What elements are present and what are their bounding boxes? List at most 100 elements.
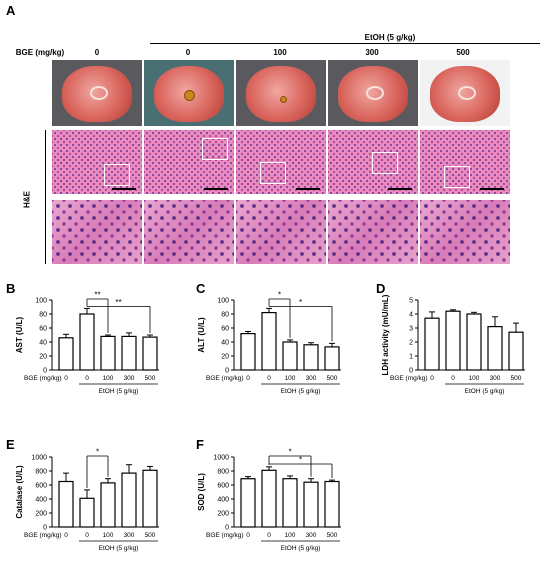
y-tick-label: 40 (39, 340, 47, 347)
x-tick-label: 500 (327, 375, 338, 382)
etoh-axis-label: EtOH (5 g/kg) (99, 545, 139, 552)
sig-star: * (278, 291, 281, 300)
y-axis-label: SOD (U/L) (197, 473, 206, 511)
sig-star: ** (115, 298, 121, 307)
bar (303, 344, 319, 371)
y-tick-label: 0 (43, 368, 47, 375)
he-low-2 (144, 130, 234, 194)
y-tick-label: 0 (225, 525, 229, 532)
bar (100, 335, 116, 371)
y-tick-label: 60 (39, 326, 47, 333)
x-tick-label: 0 (246, 375, 250, 382)
liver-photo-5 (420, 60, 510, 126)
y-axis-label: Catalase (U/L) (15, 465, 24, 519)
bar (121, 335, 137, 371)
bar (58, 337, 74, 371)
y-axis-label: ALT (U/L) (197, 317, 206, 353)
x-tick-label: 0 (451, 375, 455, 382)
sig-star: ** (94, 291, 100, 300)
y-tick-label: 20 (221, 354, 229, 361)
sig-star: * (299, 298, 302, 307)
bge-axis-label: BGE (mg/kg) (206, 532, 244, 539)
bar (58, 480, 74, 528)
bar (282, 341, 298, 371)
bar (121, 472, 137, 528)
bar (324, 346, 340, 371)
y-tick-label: 0 (225, 368, 229, 375)
bar (487, 325, 503, 371)
y-tick-label: 600 (35, 483, 47, 490)
x-tick-label: 500 (511, 375, 522, 382)
sig-star: * (96, 448, 99, 457)
x-tick-label: 0 (267, 532, 271, 539)
panel-letter-f: F (196, 437, 204, 452)
bar (240, 478, 256, 528)
bar (324, 480, 340, 528)
etoh-header-line (150, 43, 540, 44)
y-tick-label: 800 (35, 469, 47, 476)
y-tick-label: 3 (409, 326, 413, 333)
y-tick-label: 60 (221, 326, 229, 333)
bge-axis-label: BGE (mg/kg) (24, 375, 62, 382)
y-tick-label: 40 (221, 340, 229, 347)
y-tick-label: 5 (409, 298, 413, 305)
y-tick-label: 800 (217, 469, 229, 476)
x-tick-label: 300 (306, 532, 317, 539)
y-tick-label: 200 (35, 511, 47, 518)
y-tick-label: 1 (409, 354, 413, 361)
y-tick-label: 400 (217, 497, 229, 504)
bar (100, 482, 116, 528)
y-tick-label: 400 (35, 497, 47, 504)
bar (424, 317, 440, 371)
x-tick-label: 100 (285, 532, 296, 539)
bar (240, 332, 256, 371)
he-high-5 (420, 200, 510, 264)
x-tick-label: 100 (103, 375, 114, 382)
panel-letter-b: B (6, 281, 16, 296)
panel-letter-c: C (196, 281, 206, 296)
bar (142, 469, 158, 528)
he-low-3 (236, 130, 326, 194)
y-tick-label: 0 (409, 368, 413, 375)
x-tick-label: 100 (469, 375, 480, 382)
he-row-label: H&E (22, 191, 32, 208)
x-tick-label: 500 (145, 375, 156, 382)
liver-photo-1 (52, 60, 142, 126)
y-tick-label: 1000 (213, 455, 229, 462)
x-tick-label: 0 (64, 532, 68, 539)
x-tick-label: 300 (490, 375, 501, 382)
he-high-2 (144, 200, 234, 264)
dose-label-5: 500 (456, 48, 470, 57)
he-low-4 (328, 130, 418, 194)
x-tick-label: 100 (103, 532, 114, 539)
y-tick-label: 1000 (31, 455, 47, 462)
etoh-header: EtOH (5 g/kg) (364, 33, 416, 42)
y-tick-label: 0 (43, 525, 47, 532)
sig-star: * (299, 456, 302, 465)
x-tick-label: 0 (85, 375, 89, 382)
y-tick-label: 2 (409, 340, 413, 347)
bge-axis-label: BGE (mg/kg) (390, 375, 428, 382)
x-tick-label: 0 (64, 375, 68, 382)
he-high-4 (328, 200, 418, 264)
y-tick-label: 4 (409, 312, 413, 319)
he-low-5 (420, 130, 510, 194)
he-bracket (45, 130, 46, 264)
etoh-axis-label: EtOH (5 g/kg) (281, 545, 321, 552)
y-tick-label: 600 (217, 483, 229, 490)
bar (79, 313, 95, 371)
bge-axis-label: BGE (mg/kg) (206, 375, 244, 382)
he-low-1 (52, 130, 142, 194)
y-tick-label: 200 (217, 511, 229, 518)
bge-row-label: BGE (mg/kg) (15, 48, 65, 57)
x-tick-label: 0 (246, 532, 250, 539)
x-tick-label: 300 (306, 375, 317, 382)
x-tick-label: 300 (124, 532, 135, 539)
y-tick-label: 100 (217, 298, 229, 305)
etoh-axis-label: EtOH (5 g/kg) (465, 388, 505, 395)
liver-photo-2 (144, 60, 234, 126)
